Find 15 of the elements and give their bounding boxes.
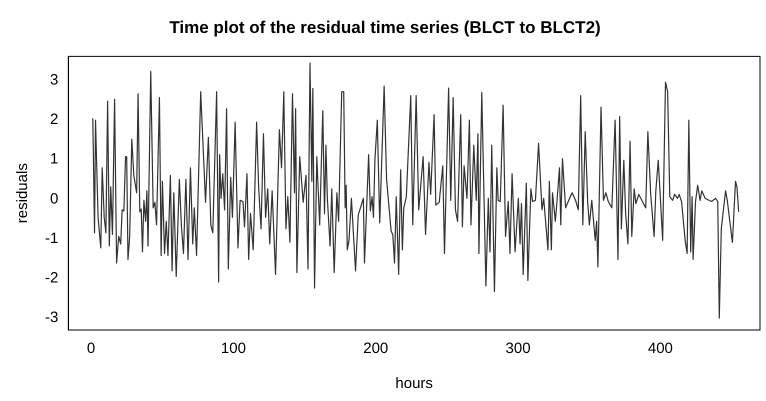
y-tick-label: 2 bbox=[50, 110, 58, 128]
chart-title: Time plot of the residual time series (BLCT to BLCT2) bbox=[169, 18, 601, 37]
x-tick-label: 100 bbox=[220, 340, 246, 358]
y-tick-label: -1 bbox=[44, 230, 58, 247]
y-tick-label: 0 bbox=[50, 190, 58, 208]
x-tick-label: 0 bbox=[86, 340, 96, 358]
x-axis-title: hours bbox=[395, 375, 433, 392]
x-tick-label: 400 bbox=[648, 340, 673, 358]
y-tick-label: 3 bbox=[50, 71, 58, 88]
x-tick-label: 200 bbox=[363, 340, 388, 358]
y-axis-title: residuals bbox=[14, 163, 32, 224]
y-tick-label: 1 bbox=[50, 150, 58, 168]
x-tick-label: 300 bbox=[506, 340, 531, 358]
y-tick-label: -2 bbox=[44, 270, 58, 287]
y-tick-label: -3 bbox=[44, 309, 58, 326]
